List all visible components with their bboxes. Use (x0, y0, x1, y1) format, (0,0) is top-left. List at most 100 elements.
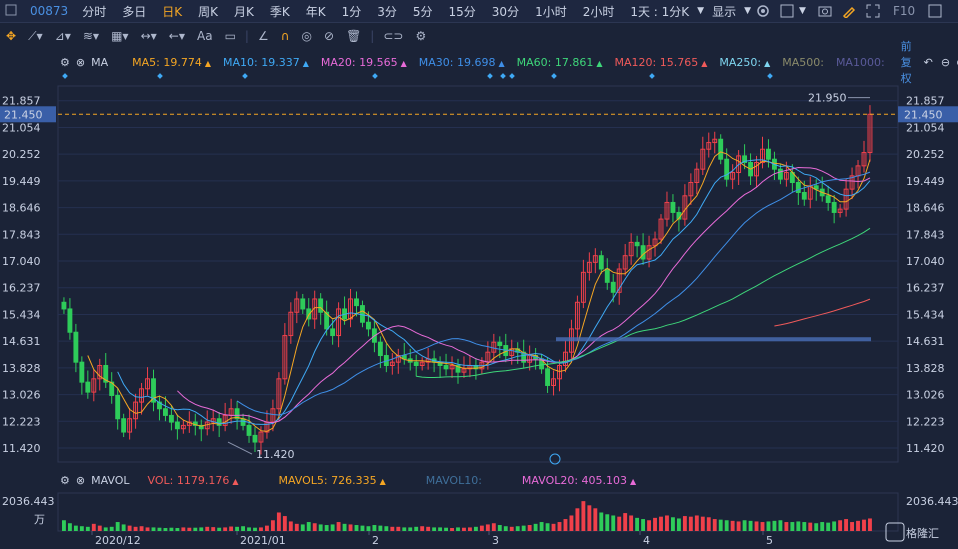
minus-icon[interactable]: ⊖ (940, 55, 951, 69)
event-diamond-icon[interactable] (157, 73, 163, 79)
event-diamond-icon[interactable] (551, 73, 557, 79)
delete-icon[interactable]: 🗑 (346, 29, 362, 43)
volume-bar (181, 527, 186, 531)
wave-tool-icon[interactable]: ≋ ▼ (82, 29, 100, 43)
chevron-down-icon[interactable]: ▼ (744, 6, 752, 16)
volume-bar (796, 521, 801, 531)
price-tick-label: 15.434 (906, 308, 945, 321)
chart-tool-icon[interactable]: ▦ ▼ (111, 29, 129, 43)
comment-icon[interactable]: ▭ (224, 29, 236, 43)
volume-bar: ⚙ ⊗ MAVOL VOL: 1179.176 ▲ MAVOL5: 726.335 ▲… (0, 472, 958, 488)
candle-body (300, 298, 306, 310)
kline-chart[interactable]: 21.857 21.857 21.054 21.054 20.252 20.252 19.4… (0, 72, 958, 549)
candle-body (521, 351, 527, 363)
candle-body (688, 181, 694, 197)
event-diamond-icon[interactable] (500, 73, 506, 79)
volume-bar (324, 525, 329, 531)
event-diamond-icon[interactable] (487, 73, 493, 79)
event-diamond-icon[interactable] (62, 73, 68, 79)
tab-item[interactable]: 1分 (341, 4, 362, 19)
arrow-tool-icon[interactable]: ← ▼ (168, 29, 185, 43)
volume-bar (438, 527, 443, 531)
volume-bar (557, 522, 562, 531)
candle-body (616, 268, 622, 293)
candle-body (724, 158, 730, 180)
tab-item[interactable]: 1小时 (535, 4, 567, 19)
expand-icon[interactable] (866, 4, 880, 18)
date-tick-label: 2 (372, 534, 379, 547)
f10-button[interactable]: F10 (892, 4, 916, 18)
volume-bar (127, 525, 132, 531)
settings-icon[interactable]: ⚙ (60, 55, 70, 69)
candle-body (282, 335, 288, 380)
move-icon[interactable]: ✥ (6, 29, 17, 43)
tab-item[interactable]: 月K (233, 4, 254, 19)
text-tool-icon[interactable]: Aa (197, 29, 213, 43)
channel-tool-icon[interactable]: ⊿ ▼ (54, 29, 71, 43)
close-icon[interactable]: ⊗ (75, 473, 86, 487)
link-icon[interactable]: ⊂⊃ (383, 29, 404, 43)
candle-body (216, 418, 222, 426)
ma-item: MA10: 19.337 ▲ (223, 56, 309, 69)
tab-item[interactable]: 3分 (377, 4, 397, 19)
tab-item[interactable]: 多日 (122, 4, 147, 19)
checkbox-icon[interactable] (5, 4, 19, 18)
event-marker-icon[interactable] (549, 453, 561, 465)
volume-bar (551, 523, 556, 531)
volume-bar (360, 525, 365, 531)
date-tick-label: 2021/01 (240, 534, 286, 547)
ruler-icon[interactable]: ∠ (257, 29, 269, 43)
square-icon[interactable] (780, 4, 794, 18)
tab-item[interactable]: 2小时 (582, 4, 615, 19)
tab-item[interactable]: 日K (162, 4, 183, 19)
close-icon[interactable]: ⊗ (75, 55, 86, 69)
tab-item[interactable]: 30分 (491, 4, 520, 19)
volume-bar (736, 521, 741, 531)
candle-body (849, 175, 855, 190)
camera-icon[interactable] (818, 4, 832, 18)
volume-bar (784, 522, 789, 531)
candle-body (598, 255, 604, 270)
window-icon[interactable] (928, 4, 942, 18)
display-menu[interactable]: 显示 (712, 4, 737, 19)
chevron-down-icon[interactable]: ▼ (799, 6, 806, 16)
tab-item[interactable]: 5分 (412, 4, 433, 19)
event-diamond-icon[interactable] (767, 73, 773, 79)
date-tick-label: 3 (492, 534, 499, 547)
candle-body (79, 361, 85, 383)
magnet-icon[interactable]: ∩ (280, 29, 290, 43)
up-triangle-icon: ▲ (204, 58, 211, 68)
chevron-down-icon[interactable]: ▼ (697, 6, 705, 16)
tab-item[interactable]: 周K (198, 4, 218, 19)
range-tool-icon[interactable]: ↔ ▼ (140, 29, 157, 43)
candle-body (270, 408, 276, 423)
tab-item[interactable]: 分时 (82, 4, 107, 19)
event-diamond-icon[interactable] (649, 73, 655, 79)
event-diamond-icon[interactable] (372, 73, 378, 79)
tab-item[interactable]: 年K (305, 4, 326, 19)
price-tick-label: 19.449 (906, 175, 945, 188)
hide-icon[interactable]: ⊘ (324, 29, 335, 43)
eye-icon[interactable]: ◎ (301, 29, 312, 43)
up-triangle-icon: ▲ (232, 476, 239, 486)
undo-icon[interactable]: ↶ (923, 55, 933, 69)
volume-bar (730, 520, 735, 531)
gear-icon[interactable]: ⚙ (415, 29, 427, 43)
volume-axis-top: 2036.443 (906, 495, 958, 508)
settings-icon[interactable]: ⚙ (60, 473, 70, 487)
tab-item[interactable]: 15分 (448, 4, 476, 19)
period-selector[interactable]: 1天 : 1分K (630, 4, 690, 19)
event-diamond-icon[interactable] (242, 73, 248, 79)
line-tool-icon[interactable]: ⟋ ▼ (28, 28, 43, 43)
volume-bar (832, 521, 837, 531)
tab-item[interactable]: 季K (269, 4, 290, 19)
candle-body (557, 365, 562, 380)
volume-bar (175, 528, 180, 531)
adj-label[interactable]: 前复权 (900, 40, 912, 85)
event-diamond-icon[interactable] (509, 73, 515, 79)
plus-icon[interactable]: ⊕ (956, 56, 958, 69)
pencil-icon[interactable] (842, 4, 856, 20)
settings-icon[interactable] (756, 4, 770, 18)
candle-body (91, 378, 97, 393)
volume-bar (862, 519, 866, 531)
